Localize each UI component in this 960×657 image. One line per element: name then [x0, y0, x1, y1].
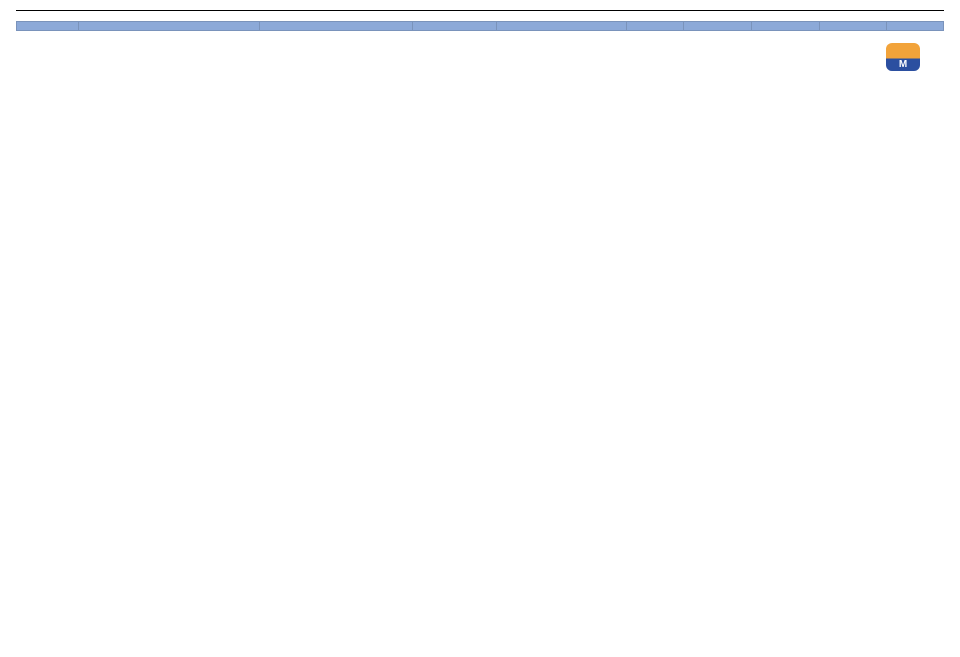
col-oggetto	[79, 22, 260, 31]
col-aggiud	[497, 22, 627, 31]
col-data	[751, 22, 819, 31]
table-header-row	[17, 22, 944, 31]
logo-icon	[886, 43, 920, 71]
col-concorr	[887, 22, 944, 31]
col-importo	[683, 22, 751, 31]
col-modalita	[260, 22, 413, 31]
page-header	[16, 8, 944, 11]
col-durata	[819, 22, 887, 31]
company-logo	[886, 43, 920, 71]
col-cig	[17, 22, 79, 31]
document-page	[0, 0, 960, 111]
col-cf	[412, 22, 497, 31]
page-footer	[16, 43, 944, 83]
col-aggiudq	[627, 22, 684, 31]
data-table	[16, 21, 944, 31]
